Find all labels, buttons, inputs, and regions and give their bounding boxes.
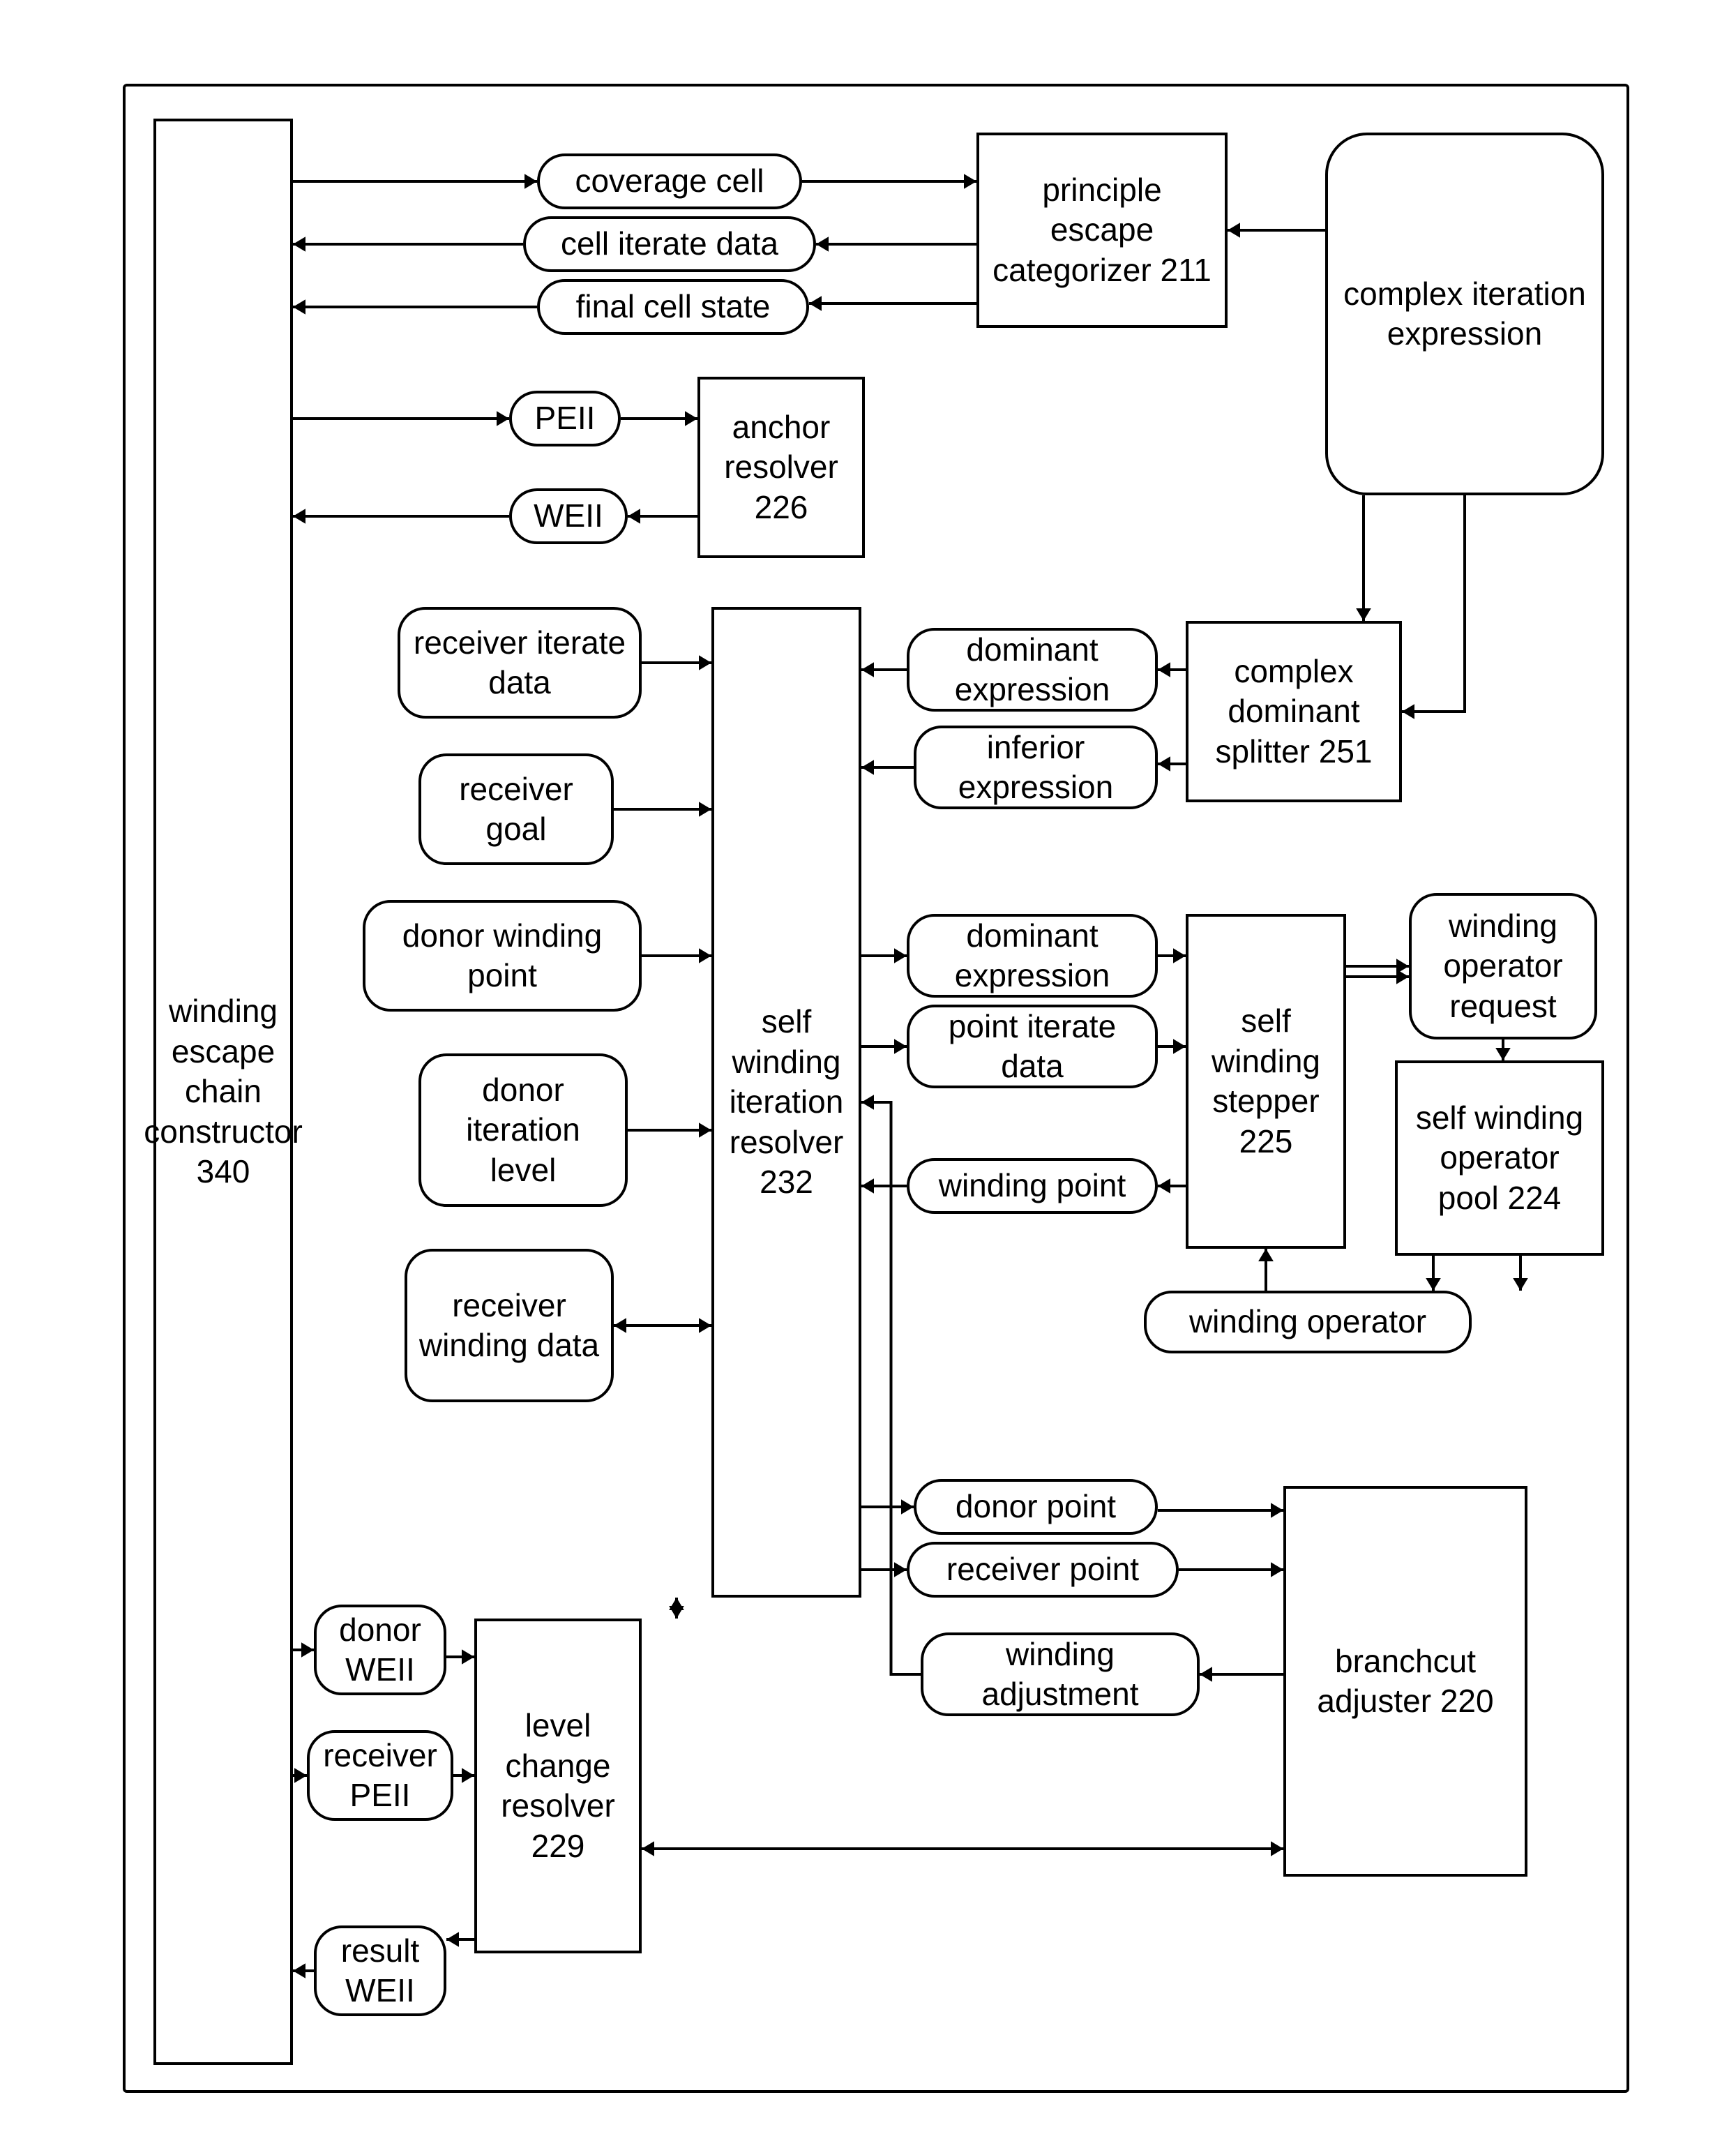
sws: self winding stepper 225 (1186, 914, 1346, 1249)
lcr: level change resolver 229 (474, 1619, 642, 1953)
wpt: winding point (907, 1158, 1158, 1214)
cie: complex iteration expression (1325, 133, 1604, 495)
dil: donor iteration level (418, 1053, 628, 1207)
rgoal: receiver goal (418, 753, 614, 865)
swir: self winding iteration resolver 232 (711, 607, 861, 1598)
dnrpt: donor point (914, 1479, 1158, 1535)
peii: PEII (509, 391, 621, 446)
covcell: coverage cell (537, 153, 802, 209)
wecc: winding escape chain constructor 340 (153, 119, 293, 2065)
pitd: point iterate data (907, 1005, 1158, 1088)
rcvpt: receiver point (907, 1542, 1179, 1598)
dweii: donor WEII (314, 1605, 446, 1695)
fcs: final cell state (537, 279, 809, 335)
cds: complex dominant splitter 251 (1186, 621, 1402, 802)
iexp: inferior expression (914, 726, 1158, 809)
dwp: donor winding point (363, 900, 642, 1012)
rweii: result WEII (314, 1925, 446, 2016)
wor: winding operator request (1409, 893, 1597, 1039)
wop: winding operator (1144, 1291, 1472, 1353)
rwd: receiver winding data (405, 1249, 614, 1402)
ba: branchcut adjuster 220 (1283, 1486, 1527, 1877)
weii: WEII (509, 488, 628, 544)
dexp1: dominant expression (907, 628, 1158, 712)
rid: receiver iterate data (398, 607, 642, 719)
dexp2: dominant expression (907, 914, 1158, 998)
rpeii: receiver PEII (307, 1730, 453, 1821)
swop: self winding operator pool 224 (1395, 1060, 1604, 1256)
citd: cell iterate data (523, 216, 816, 272)
ar: anchor resolver 226 (697, 377, 865, 558)
pec: principle escape categorizer 211 (976, 133, 1228, 328)
wadj: winding adjustment (921, 1632, 1200, 1716)
